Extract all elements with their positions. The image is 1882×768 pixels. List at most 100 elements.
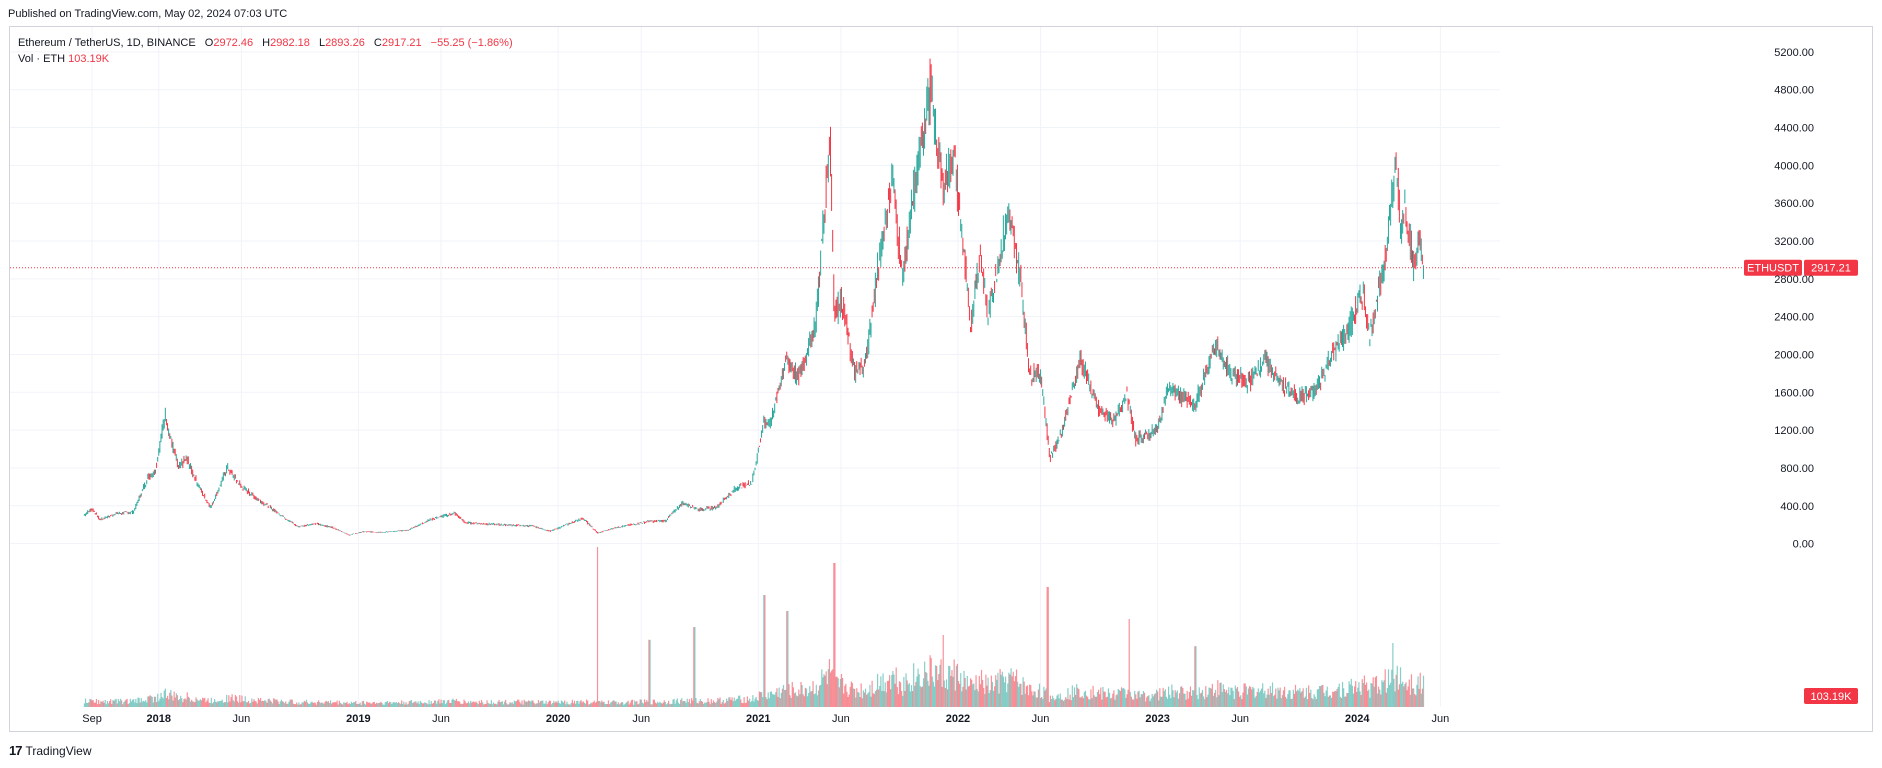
volume-bar <box>751 700 753 707</box>
volume-bar <box>477 704 479 707</box>
volume-bar <box>1251 689 1253 707</box>
volume-bar <box>908 683 910 707</box>
volume-bar <box>1409 694 1411 707</box>
volume-bar <box>1277 687 1279 707</box>
volume-bar <box>561 701 564 707</box>
volume-bar <box>1141 694 1143 707</box>
volume-bar <box>244 696 246 707</box>
volume-bar <box>392 702 394 707</box>
volume-bar <box>500 701 502 707</box>
ohlc-row[interactable]: Ethereum / TetherUS, 1D, BINANCE O2972.4… <box>18 35 513 51</box>
volume-bar <box>345 702 347 707</box>
volume-bar <box>927 680 929 707</box>
volume-bar <box>572 703 575 707</box>
volume-bar <box>980 669 983 707</box>
time-tick-label: 2023 <box>1145 713 1169 725</box>
tradingview-brand[interactable]: 17 TradingView <box>9 743 92 758</box>
volume-bar <box>429 703 431 707</box>
volume-bar <box>1211 683 1213 707</box>
volume-bar <box>1398 684 1401 707</box>
volume-bar <box>1097 689 1100 707</box>
volume-bar <box>505 699 507 707</box>
volume-bar <box>1394 691 1396 707</box>
volume-bar <box>847 697 849 707</box>
volume-bar <box>292 703 294 707</box>
volume-bar <box>787 611 789 707</box>
chart-frame[interactable] <box>9 26 1873 732</box>
volume-bar <box>430 700 432 707</box>
volume-bar <box>1029 684 1031 707</box>
volume-bar <box>1266 694 1268 707</box>
volume-bar <box>344 702 346 707</box>
volume-bar <box>1072 697 1075 707</box>
volume-bar <box>653 699 656 707</box>
volume-bar <box>672 699 674 707</box>
volume-bar <box>249 703 251 707</box>
volume-bar <box>462 703 464 707</box>
low-label: L <box>318 37 326 49</box>
volume-bar <box>314 702 316 707</box>
volume-bar <box>1025 686 1027 707</box>
volume-bar <box>1292 689 1294 707</box>
volume-bar <box>1368 689 1370 707</box>
volume-bar <box>419 700 421 707</box>
volume-bar <box>839 678 841 707</box>
volume-bar <box>323 703 325 707</box>
volume-bar <box>479 702 482 707</box>
chart-legend: Ethereum / TetherUS, 1D, BINANCE O2972.4… <box>18 35 513 67</box>
volume-row[interactable]: Vol · ETH 103.19K <box>18 51 513 67</box>
volume-bar <box>1404 683 1406 707</box>
volume-bar <box>364 704 367 707</box>
volume-bar <box>840 674 843 707</box>
volume-bar <box>1224 691 1227 707</box>
volume-bar <box>708 701 710 707</box>
volume-bar <box>238 702 240 707</box>
volume-bar <box>315 704 317 707</box>
volume-bar <box>1289 690 1291 707</box>
volume-bar <box>1343 688 1345 707</box>
volume-bar <box>1104 691 1106 707</box>
volume-bar <box>1076 684 1078 707</box>
volume-bar <box>567 703 569 707</box>
volume-bar <box>1192 689 1194 707</box>
volume-bar <box>741 702 743 707</box>
volume-bar <box>1200 692 1203 707</box>
volume-bar <box>172 700 174 707</box>
volume-bar <box>922 678 925 707</box>
time-tick-label: Jun <box>1032 713 1050 725</box>
volume-bar <box>483 704 485 707</box>
volume-bar <box>780 692 782 707</box>
volume-bar <box>833 563 835 707</box>
volume-bar <box>130 701 133 707</box>
volume-bar <box>332 702 334 707</box>
volume-bar <box>603 701 605 707</box>
volume-bar <box>84 698 87 707</box>
open-value: 2972.46 <box>213 37 254 49</box>
volume-bar <box>722 699 724 707</box>
volume-bar <box>489 703 491 707</box>
volume-bar <box>99 703 101 707</box>
time-axis[interactable]: Sep 2018 Jun 2019 Jun 2020 Jun 2021 Jun 2022 Jun 20… <box>82 713 1449 725</box>
volume-bar <box>251 698 253 707</box>
volume-bar <box>793 693 796 707</box>
volume-bar <box>676 698 678 707</box>
volume-bar <box>1386 687 1389 707</box>
volume-bar <box>1177 698 1180 707</box>
volume-bar <box>135 698 137 707</box>
volume-bar <box>962 686 964 707</box>
volume-bar <box>1286 698 1288 707</box>
volume-bar <box>288 701 290 707</box>
volume-bar <box>400 703 402 707</box>
volume-bar <box>1048 702 1050 707</box>
volume-bar <box>1198 687 1200 707</box>
volume-bar <box>309 703 311 707</box>
price-tick-label: 2400.00 <box>1774 312 1814 324</box>
price-axis[interactable]: 0.00 400.00 800.00 1200.00 1600.00 2000.00 240… <box>1774 47 1814 551</box>
volume-bar <box>1338 683 1340 707</box>
volume-bar <box>417 701 419 707</box>
volume-bar <box>317 700 320 707</box>
volume-bar <box>198 700 200 707</box>
volume-bar <box>156 702 158 707</box>
volume-bar <box>438 699 440 707</box>
